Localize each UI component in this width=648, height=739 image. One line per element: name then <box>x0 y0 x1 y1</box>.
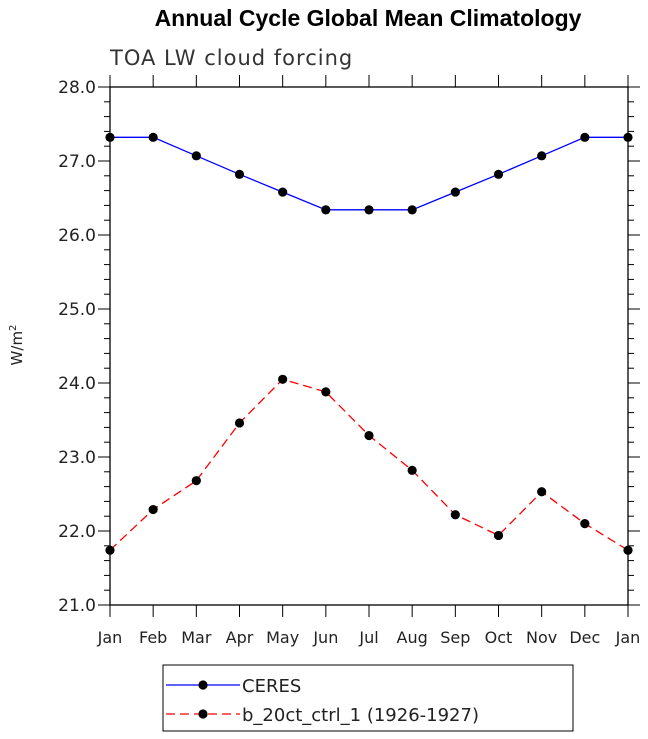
series-1-point <box>278 187 288 197</box>
y-axis-label: W/m2 <box>8 325 26 366</box>
chart-title: Annual Cycle Global Mean Climatology <box>155 5 582 31</box>
series-2-point <box>321 387 331 397</box>
y-tick-label: 21.0 <box>58 596 96 616</box>
series-2-point <box>407 465 417 475</box>
y-tick-label: 24.0 <box>58 374 96 394</box>
y-tick-label: 22.0 <box>58 522 96 542</box>
y-axis-label-text: W/m <box>8 331 26 366</box>
x-tick-label: Mar <box>181 628 212 647</box>
y-tick-label: 26.0 <box>58 226 96 246</box>
x-tick-label: Oct <box>485 628 513 647</box>
series-1-point <box>321 205 331 215</box>
series-1-point <box>580 132 590 142</box>
x-tick-label: Jan <box>615 628 641 647</box>
series-1-point <box>364 205 374 215</box>
series-2-point <box>364 430 374 441</box>
legend-label-2: b_20ct_ctrl_1 (1926-1927) <box>242 705 479 726</box>
series-1-point <box>148 132 158 142</box>
series-1-point <box>537 151 547 161</box>
series-1-point <box>450 187 460 197</box>
x-tick-label: Apr <box>226 628 254 647</box>
series-2-point <box>191 476 201 486</box>
legend-marker-2 <box>198 709 208 719</box>
series-1-point <box>105 132 115 142</box>
series-2-point <box>493 530 504 541</box>
y-tick-label: 25.0 <box>58 300 96 320</box>
series-2-point <box>234 418 245 428</box>
series-1-point <box>191 151 201 161</box>
series-1-point <box>234 169 245 179</box>
series-2-point <box>105 545 115 555</box>
series-2-point <box>148 504 158 515</box>
series-1-point <box>623 132 633 142</box>
series-2-point <box>537 487 547 497</box>
series-line-1 <box>110 136 628 211</box>
legend: CERES b_20ct_ctrl_1 (1926-1927) <box>162 664 574 732</box>
legend-label-1: CERES <box>242 676 301 697</box>
series-2-point <box>450 510 460 520</box>
x-tick-label: Nov <box>526 628 557 647</box>
y-axis-label-superscript: 2 <box>8 325 19 331</box>
y-tick-label: 27.0 <box>58 152 96 172</box>
plot-frame <box>109 86 629 606</box>
x-tick-label: Feb <box>139 628 167 647</box>
x-tick-label: Jun <box>312 628 338 647</box>
series-2-point <box>623 545 633 555</box>
x-tick-label: May <box>266 628 299 647</box>
axes: 21.0 22.0 23.0 24.0 25.0 26.0 27.0 28.0 Jan Feb Ma… <box>58 75 640 647</box>
series-2-point <box>580 519 590 529</box>
chart-subtitle: TOA LW cloud forcing <box>109 46 353 70</box>
x-tick-label: Sep <box>440 628 470 647</box>
x-tick-label: Jan <box>97 628 123 647</box>
y-tick-label: 23.0 <box>58 448 96 468</box>
x-tick-label: Jul <box>358 628 378 647</box>
series-1-point <box>493 169 504 179</box>
series-2-point <box>278 374 288 384</box>
series-1-point <box>407 205 417 215</box>
svg-text:W/m2: W/m2 <box>8 325 26 366</box>
series-line-2 <box>109 378 629 551</box>
x-tick-label: Dec <box>569 628 600 647</box>
series-layer <box>105 132 633 555</box>
x-tick-label: Aug <box>397 628 428 647</box>
legend-box <box>162 664 574 732</box>
y-tick-label: 28.0 <box>58 78 96 98</box>
legend-marker-1 <box>198 680 208 690</box>
